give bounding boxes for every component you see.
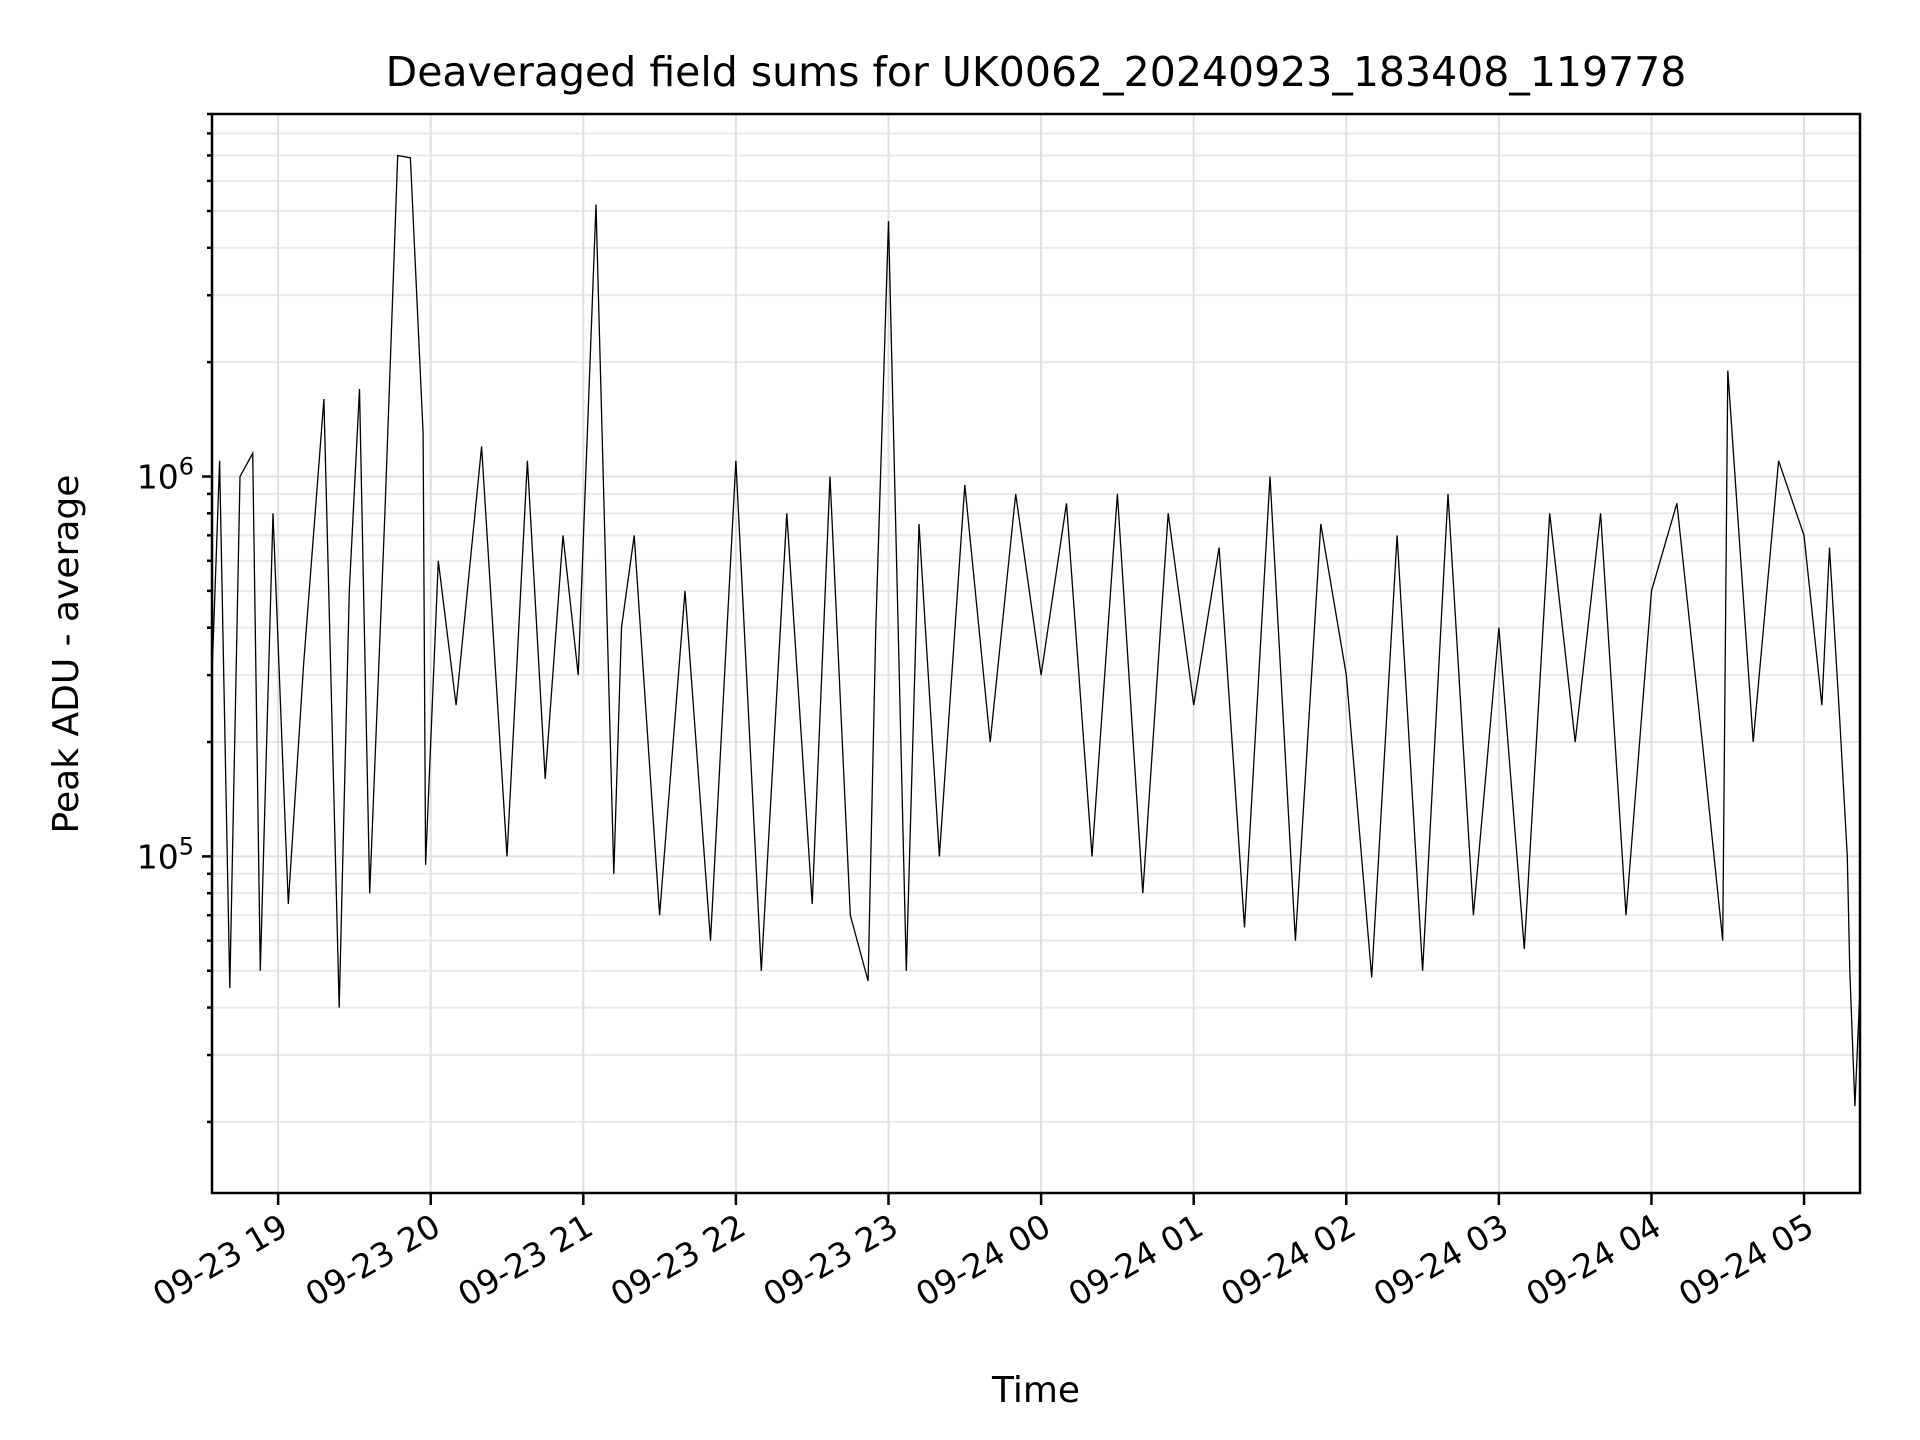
y-axis-label: Peak ADU - average [46,475,87,834]
y-tick-label: 106 [137,453,194,497]
y-tick-label-exponent: 6 [179,453,194,481]
x-tick-label: 09-24 05 [1672,1206,1820,1314]
x-axis: 09-23 19 09-23 20 09-23 21 09-23 22 09-23 23… [146,1193,1820,1314]
x-axis-label: Time [991,1370,1080,1411]
y-tick-label: 105 [137,832,194,876]
x-tick-label: 09-23 21 [451,1206,599,1314]
x-tick-label: 09-23 23 [756,1206,904,1314]
plot-frame [210,112,1862,1195]
x-tick-label: 09-24 01 [1062,1206,1210,1314]
x-tick-label: 09-24 04 [1519,1206,1667,1314]
x-tick-label: 09-23 22 [604,1206,752,1314]
x-tick-label: 09-24 02 [1214,1206,1362,1314]
x-tick-label: 09-23 19 [146,1206,294,1314]
x-tick-label: 09-23 20 [299,1206,447,1314]
chart-title: Deaveraged field sums for UK0062_2024092… [386,48,1687,96]
x-tick-label: 09-24 00 [909,1206,1057,1314]
y-tick-label-base: 10 [137,837,179,876]
y-tick-label-base: 10 [137,458,179,497]
grid [212,113,1860,1193]
data-series-line [211,154,1861,1107]
x-tick-label: 09-24 03 [1367,1206,1515,1314]
series [211,154,1861,1107]
y-tick-label-exponent: 5 [179,832,194,860]
